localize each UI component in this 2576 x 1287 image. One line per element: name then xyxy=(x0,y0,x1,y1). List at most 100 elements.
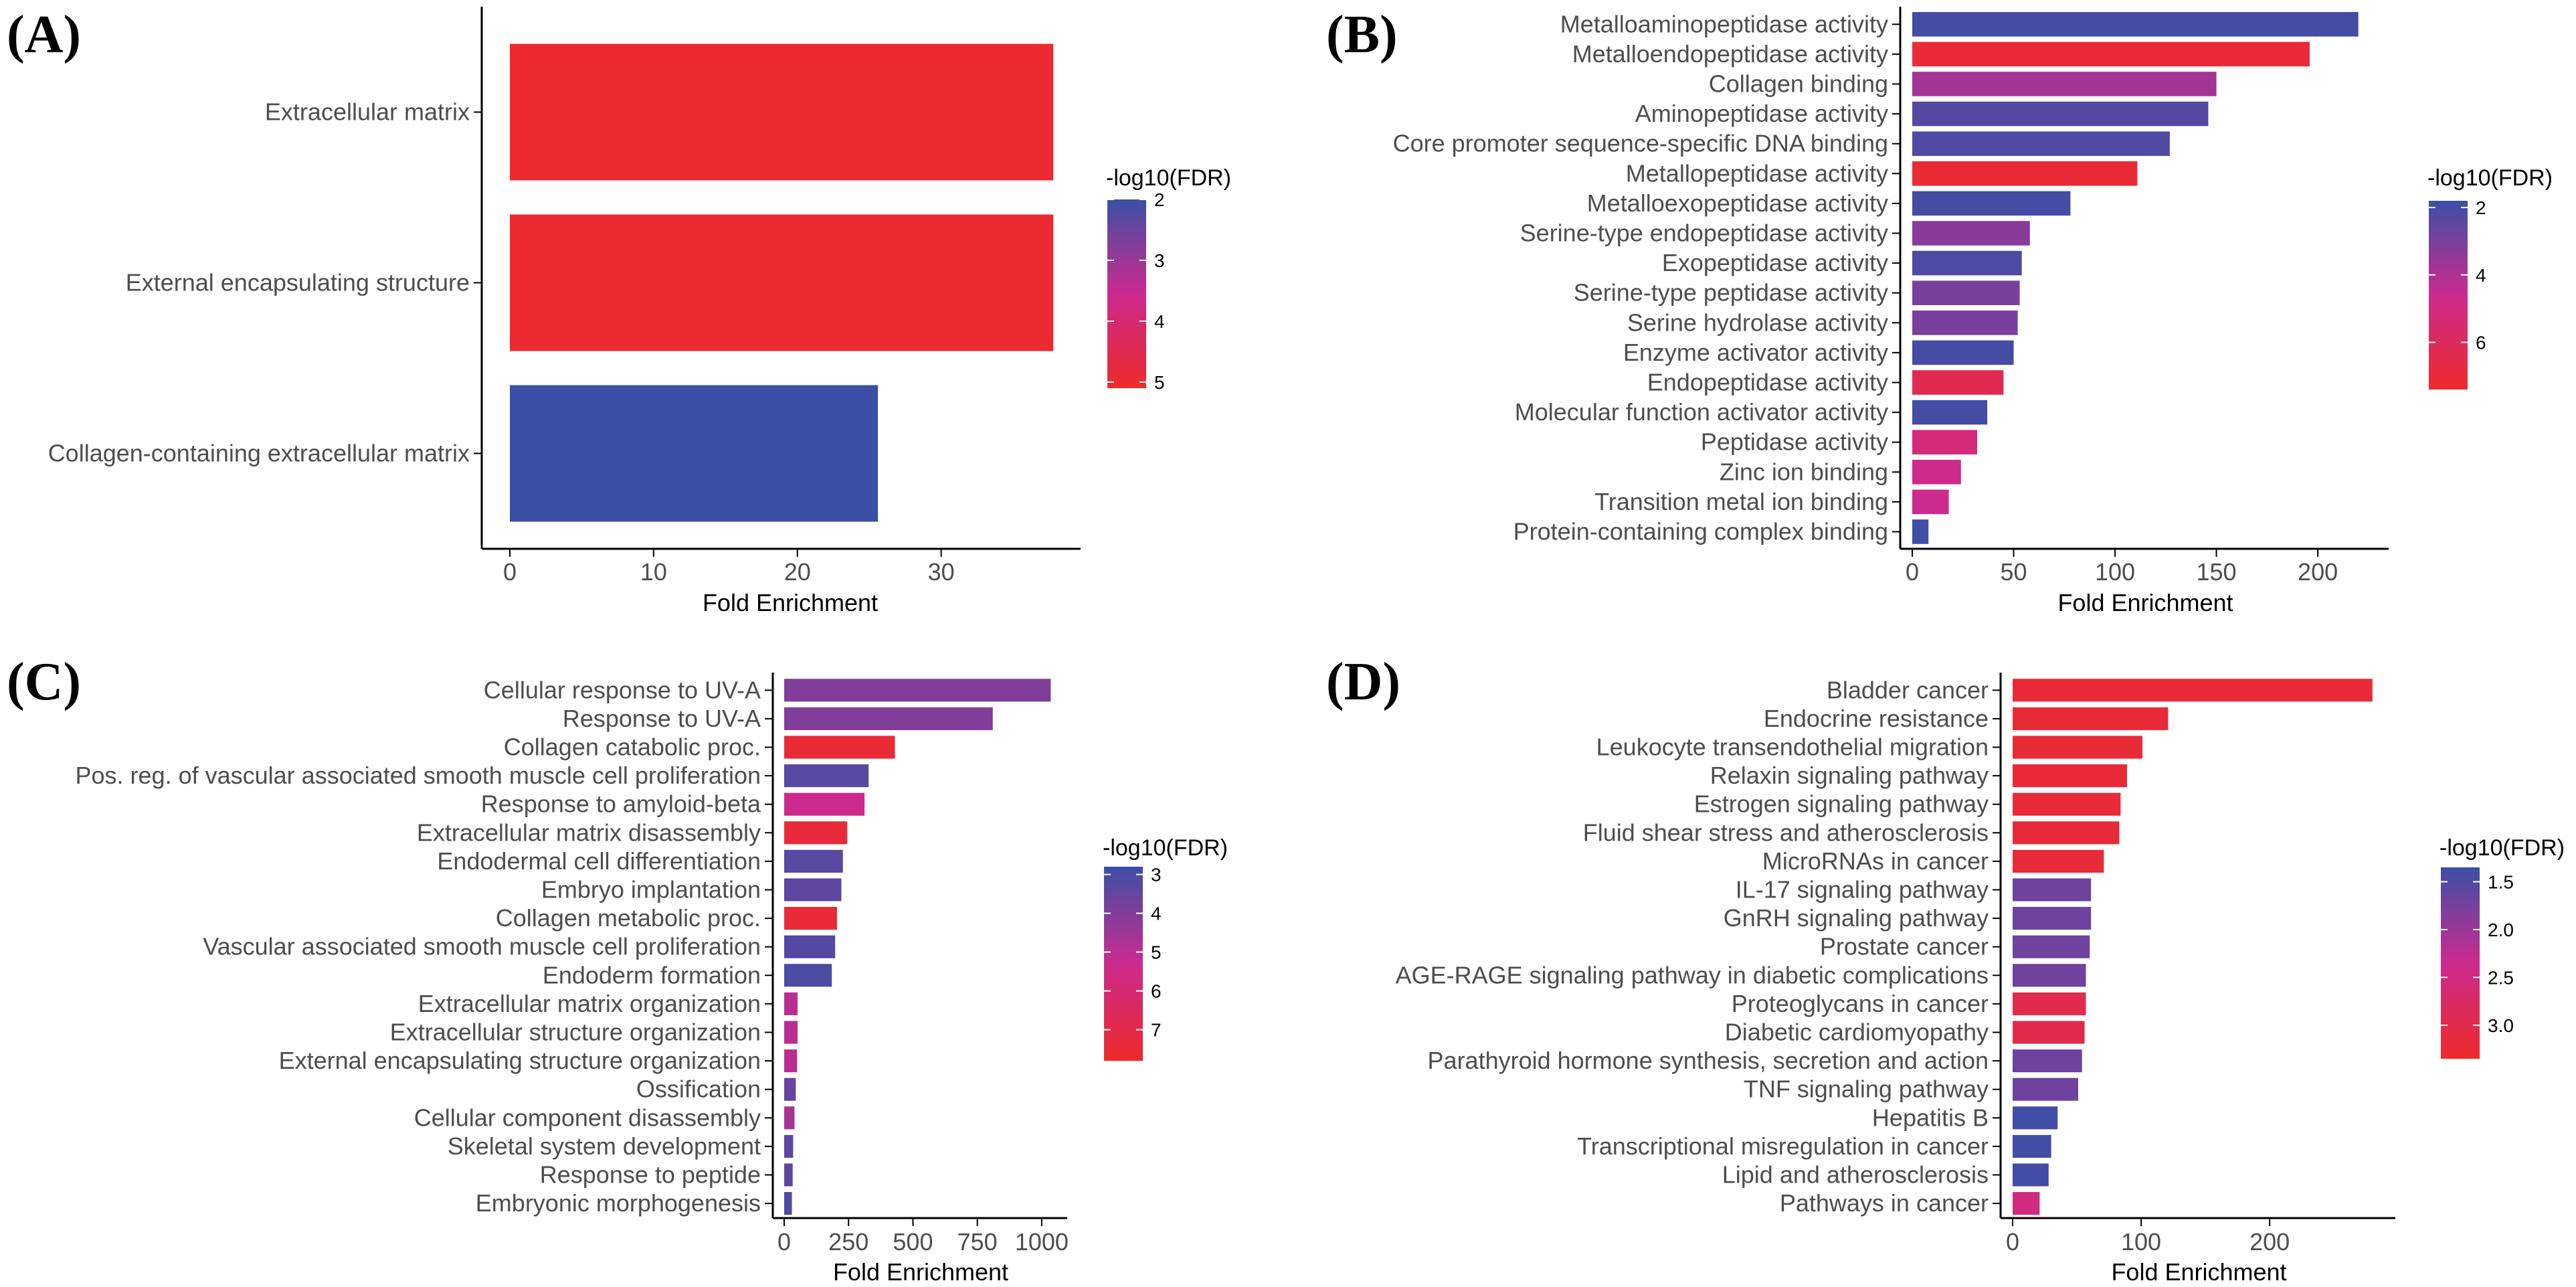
legend-tick-label: 6 xyxy=(1151,981,1162,1002)
category-label: Metalloexopeptidase activity xyxy=(1587,189,1888,217)
bar xyxy=(2013,764,2127,788)
category-label: Hepatitis B xyxy=(1872,1104,1989,1131)
category-label: Serine-type endopeptidase activity xyxy=(1520,220,1888,247)
panel-b: (B) Metalloaminopeptidase activity Metallo… xyxy=(1326,5,2553,616)
x-axis-title: Fold Enrichment xyxy=(703,589,878,616)
category-label: Transcriptional misregulation in cancer xyxy=(1577,1132,1989,1160)
legend-colorbar xyxy=(2429,201,2468,390)
bar xyxy=(2013,935,2090,958)
legend-tick-label: 3 xyxy=(1151,865,1162,885)
x-tick-label: 500 xyxy=(893,1228,933,1256)
legend-tick-label: 2.5 xyxy=(2488,967,2514,988)
category-label: Cellular response to UV-A xyxy=(484,676,761,703)
bar xyxy=(2013,1078,2078,1101)
bar xyxy=(1912,221,2030,246)
panel-label: (C) xyxy=(7,653,81,711)
category-label: Embryo implantation xyxy=(541,876,761,904)
bar xyxy=(2013,1021,2085,1044)
bar xyxy=(2013,992,2086,1015)
x-tick-label: 0 xyxy=(1906,558,1919,586)
category-label: Diabetic cardiomyopathy xyxy=(1725,1019,1989,1046)
bar xyxy=(1912,370,2004,395)
x-tick-label: 100 xyxy=(2121,1228,2161,1256)
x-tick-label: 0 xyxy=(2006,1228,2019,1256)
category-label: Serine-type peptidase activity xyxy=(1574,279,1888,307)
bar xyxy=(784,964,832,987)
category-label: Parathyroid hormone synthesis, secretion… xyxy=(1428,1047,1989,1074)
bar xyxy=(1912,311,2018,335)
x-axis-title: Fold Enrichment xyxy=(833,1258,1008,1286)
bar xyxy=(1912,12,2359,37)
bar xyxy=(510,214,1054,351)
category-label: Endodermal cell differentiation xyxy=(437,847,761,875)
category-label: Bladder cancer xyxy=(1827,676,1989,703)
legend-tick-label: 7 xyxy=(1151,1020,1162,1041)
bar xyxy=(1912,72,2217,96)
category-label: Leukocyte transendothelial migration xyxy=(1596,734,1989,761)
category-label: Core promoter sequence-specific DNA bind… xyxy=(1393,130,1888,157)
bar xyxy=(2013,1163,2049,1187)
category-label: Pos. reg. of vascular associated smooth … xyxy=(76,762,761,789)
category-label: Endopeptidase activity xyxy=(1647,369,1888,396)
category-label: Metalloendopeptidase activity xyxy=(1572,40,1888,68)
category-label: Response to amyloid-beta xyxy=(481,790,761,818)
legend-colorbar xyxy=(1104,867,1143,1061)
legend-colorbar xyxy=(1107,199,1146,388)
category-label: Serine hydrolase activity xyxy=(1627,309,1888,336)
bar xyxy=(2013,679,2373,702)
legend-title: -log10(FDR) xyxy=(2440,835,2565,861)
legend-tick-label: 6 xyxy=(2476,333,2486,353)
bar xyxy=(784,1049,798,1073)
category-label: Endoderm formation xyxy=(543,961,761,989)
x-tick-label: 0 xyxy=(777,1228,791,1256)
x-tick-label: 20 xyxy=(784,558,811,586)
bar xyxy=(2013,1106,2058,1130)
category-label: Prostate cancer xyxy=(1820,933,1989,960)
legend-tick-label: 4 xyxy=(1151,904,1162,924)
x-tick-label: 200 xyxy=(2249,1228,2290,1256)
panel-c: (C) Cellular response to UV-A Response to … xyxy=(7,653,1228,1286)
bar xyxy=(784,764,869,788)
category-label: Pathways in cancer xyxy=(1780,1189,1989,1217)
bar xyxy=(784,1163,793,1187)
legend-tick-label: 3 xyxy=(1154,250,1165,271)
panel-label: (D) xyxy=(1326,653,1400,711)
legend-tick-label: 4 xyxy=(2476,265,2486,286)
bar xyxy=(1912,400,1988,425)
category-label: GnRH signaling pathway xyxy=(1724,904,1989,932)
category-label: Estrogen signaling pathway xyxy=(1694,790,1989,818)
bar xyxy=(1912,250,2022,276)
category-label: Extracellular structure organization xyxy=(390,1019,761,1046)
category-label: Metallopeptidase activity xyxy=(1626,159,1888,187)
legend-tick-label: 2.0 xyxy=(2488,920,2514,940)
category-label: Extracellular matrix xyxy=(265,98,470,126)
bar xyxy=(784,907,837,930)
panel-a: (A) Extracellular matrix External encapsul… xyxy=(7,5,1231,616)
bar xyxy=(2013,1192,2040,1215)
legend-title: -log10(FDR) xyxy=(1103,835,1228,861)
bar xyxy=(784,849,843,873)
panel-label: (B) xyxy=(1326,5,1398,64)
category-label: Vascular associated smooth muscle cell p… xyxy=(203,933,761,960)
bar xyxy=(2013,1134,2051,1158)
bar xyxy=(784,736,895,759)
category-label: Aminopeptidase activity xyxy=(1635,100,1888,127)
bar xyxy=(784,1021,798,1044)
category-label: Embryonic morphogenesis xyxy=(476,1189,761,1217)
panel-label: (A) xyxy=(7,5,81,64)
x-axis-title: Fold Enrichment xyxy=(2111,1258,2286,1286)
bar xyxy=(784,935,836,958)
bar xyxy=(2013,907,2092,930)
x-tick-label: 10 xyxy=(640,558,667,586)
bar xyxy=(784,992,798,1015)
legend-tick-label: 2 xyxy=(2476,197,2486,218)
category-label: Collagen metabolic proc. xyxy=(496,904,761,932)
category-label: Extracellular matrix disassembly xyxy=(417,819,761,846)
category-label: Protein-containing complex binding xyxy=(1513,518,1888,545)
bar xyxy=(2013,736,2142,759)
bar xyxy=(784,679,1051,702)
bar xyxy=(1912,460,1961,485)
bar xyxy=(2013,707,2169,730)
bar xyxy=(1912,41,2310,67)
category-label: TNF signaling pathway xyxy=(1744,1076,1989,1103)
